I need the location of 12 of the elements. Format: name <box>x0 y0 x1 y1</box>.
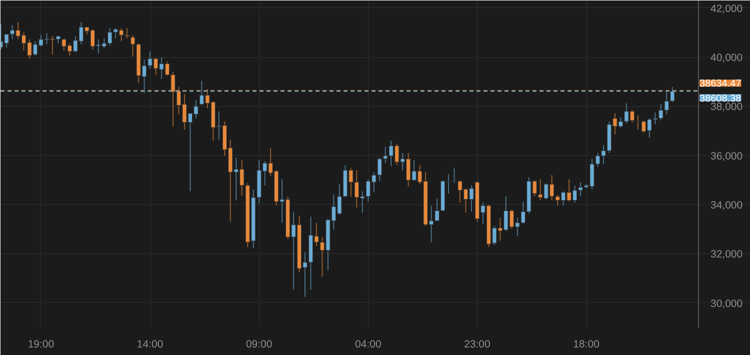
x-tick-label: 19:00 <box>28 338 54 350</box>
y-tick-label: 30,000 <box>710 298 743 310</box>
x-tick-label: 18:00 <box>573 338 600 350</box>
y-tick-label: 36,000 <box>710 150 743 162</box>
x-tick-label: 09:00 <box>246 338 272 350</box>
y-tick-label: 42,000 <box>710 2 743 15</box>
x-tick-label: 23:00 <box>464 338 491 350</box>
y-tick-label: 32,000 <box>710 248 743 261</box>
x-tick-label: 04:00 <box>355 338 382 350</box>
y-tick-label: 40,000 <box>710 52 743 64</box>
y-tick-label: 34,000 <box>710 200 743 212</box>
x-tick-label: 14:00 <box>136 338 164 350</box>
